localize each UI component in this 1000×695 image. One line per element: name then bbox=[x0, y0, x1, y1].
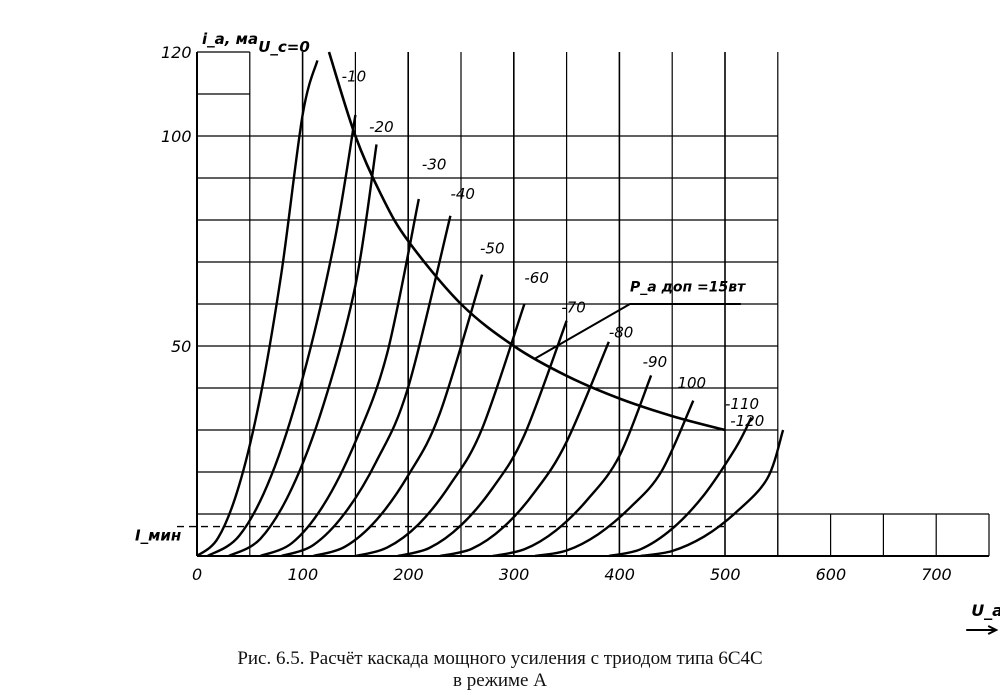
characteristic-curve bbox=[608, 416, 753, 558]
x-axis-arrow bbox=[966, 625, 999, 635]
x-tick-label: 100 bbox=[288, 565, 319, 584]
axes bbox=[177, 52, 989, 557]
y-tick-label: 50 bbox=[171, 337, 191, 356]
curve-label: -50 bbox=[480, 240, 505, 258]
characteristic-curve bbox=[196, 60, 319, 557]
power-limit-curve bbox=[327, 51, 726, 432]
characteristic-curve bbox=[259, 198, 420, 558]
curve-label: -40 bbox=[450, 185, 475, 203]
curve-label: -30 bbox=[422, 156, 447, 174]
curve-label: -70 bbox=[561, 298, 586, 316]
curves bbox=[196, 51, 785, 558]
curve-label: U_c=0 bbox=[258, 38, 310, 56]
curve-label: -60 bbox=[524, 269, 549, 287]
characteristic-curve bbox=[355, 303, 526, 558]
curve-label: 100 bbox=[677, 374, 706, 392]
x-tick-label: 0 bbox=[192, 565, 202, 584]
curve-label: -20 bbox=[369, 118, 394, 136]
characteristic-curve bbox=[640, 429, 785, 558]
x-tick-label: 300 bbox=[499, 565, 530, 584]
curve-label: -10 bbox=[342, 67, 367, 85]
characteristic-curve bbox=[281, 215, 452, 558]
power-curve-label: P_a доп =15вт bbox=[630, 279, 746, 295]
characteristic-curve bbox=[228, 144, 378, 558]
characteristic-curve bbox=[492, 374, 653, 558]
characteristics-chart: 0 100 200 300 400 500 600 700 50 100 120 i_a, ма U_a… bbox=[135, 30, 1000, 635]
y-tick-label: 120 bbox=[161, 43, 192, 62]
curve-label: -90 bbox=[643, 353, 668, 371]
characteristic-curve bbox=[312, 274, 484, 558]
x-tick-label: 600 bbox=[816, 565, 847, 584]
i-min-label: I_мин bbox=[135, 527, 181, 545]
curve-label: -120 bbox=[730, 412, 764, 430]
figure-caption-line2: в режиме А bbox=[453, 670, 547, 691]
figure-caption-line1: Рис. 6.5. Расчёт каскада мощного усилени… bbox=[237, 648, 763, 669]
curve-label: -80 bbox=[609, 324, 634, 342]
curve-label: -110 bbox=[725, 395, 759, 413]
characteristic-curve bbox=[397, 320, 568, 558]
characteristic-curve bbox=[439, 341, 610, 558]
characteristic-curve bbox=[206, 114, 357, 558]
x-tick-label: 200 bbox=[393, 565, 424, 584]
y-tick-label: 100 bbox=[161, 127, 192, 146]
x-tick-label: 400 bbox=[604, 565, 635, 584]
x-tick-label: 700 bbox=[921, 565, 952, 584]
labels: 0 100 200 300 400 500 600 700 50 100 120 i_a, ма U_a… bbox=[135, 30, 1000, 635]
power-label-leader bbox=[534, 303, 741, 360]
x-tick-label: 500 bbox=[710, 565, 741, 584]
y-axis-title: i_a, ма bbox=[202, 30, 258, 48]
grid bbox=[196, 51, 990, 557]
characteristic-curve bbox=[534, 400, 695, 558]
x-axis-title: U_a, в bbox=[971, 601, 1000, 620]
